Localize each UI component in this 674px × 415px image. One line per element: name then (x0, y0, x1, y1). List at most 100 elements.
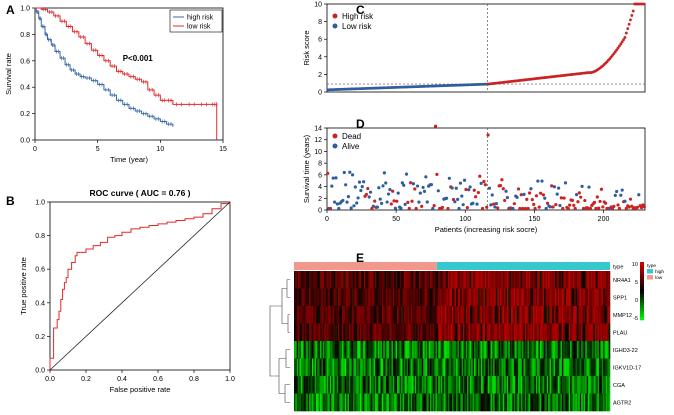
heatmap-cell (601, 306, 604, 324)
heatmap-cell (361, 376, 363, 394)
heatmap-cell (322, 271, 325, 289)
heatmap-cell (309, 306, 311, 324)
heatmap-cell (299, 306, 302, 324)
heatmap-cell (406, 306, 409, 324)
heatmap-cell (397, 306, 399, 324)
heatmap-cell (604, 271, 607, 289)
heatmap-cell (460, 323, 462, 342)
heatmap-cell (410, 358, 413, 377)
heatmap-cell (597, 376, 600, 394)
heatmap-cell (391, 288, 394, 307)
heatmap-cell (432, 323, 435, 342)
heatmap-cell (592, 393, 594, 412)
heatmap-cell (564, 376, 567, 394)
heatmap-cell (317, 288, 320, 307)
heatmap-cell (530, 271, 532, 289)
heatmap-cell (354, 288, 357, 307)
heatmap-cell (452, 376, 454, 394)
heatmap-cell (464, 341, 467, 359)
heatmap-cell (594, 376, 597, 394)
heatmap-cell (322, 323, 325, 342)
heatmap-cell (482, 306, 484, 324)
heatmap-cell (413, 306, 416, 324)
heatmap-cell (420, 306, 423, 324)
heatmap-cell (397, 288, 399, 307)
heatmap-cell (608, 306, 611, 324)
status-point-alive (487, 186, 492, 190)
heatmap-cell (394, 323, 396, 342)
heatmap-cell (575, 323, 578, 342)
heatmap-cell (427, 376, 429, 394)
heatmap-cell (522, 323, 524, 342)
heatmap-cell (472, 323, 475, 342)
heatmap-cell (443, 271, 446, 289)
heatmap-cell (520, 271, 523, 289)
heatmap-cell (298, 376, 300, 394)
heatmap-cell (467, 376, 469, 394)
risk-point (626, 27, 630, 31)
heatmap-cell (402, 306, 405, 324)
heatmap-cell (366, 306, 369, 324)
heatmap-cell (560, 288, 563, 307)
heatmap-cell (581, 358, 583, 377)
heatmap-cell (387, 288, 390, 307)
status-point-dead (561, 206, 565, 211)
status-point-dead (599, 187, 604, 191)
heatmap-cell (406, 341, 409, 359)
heatmap-cell (321, 341, 324, 359)
heatmap-cell (494, 288, 497, 307)
heatmap-cell (434, 306, 436, 324)
heatmap-cell (441, 288, 443, 307)
heatmap-cell (538, 341, 541, 359)
heatmap-cell (588, 341, 590, 359)
heatmap-cell (570, 323, 572, 342)
heatmap-cell (432, 358, 435, 377)
km-y-tick-label: 0.6 (20, 58, 30, 65)
heatmap-cell (517, 288, 520, 307)
heatmap-cell (476, 358, 479, 377)
risk-y-tick-label: 2 (318, 72, 322, 79)
heatmap-cell (332, 358, 335, 377)
heatmap-cell (483, 306, 486, 324)
heatmap-cell (539, 271, 542, 289)
heatmap-cell (428, 376, 431, 394)
heatmap-cell (476, 271, 479, 289)
heatmap-cell (329, 271, 332, 289)
heatmap-cell (549, 358, 552, 377)
heatmap-cell (434, 271, 436, 289)
heatmap-cell (304, 323, 307, 342)
heatmap-cell (343, 271, 346, 289)
heatmap-cell (386, 271, 388, 289)
heatmap-cell (392, 393, 395, 412)
heatmap-cell (405, 306, 407, 324)
heatmap-cell (520, 288, 523, 307)
heatmap-cell (541, 271, 543, 289)
heatmap-cell (471, 323, 473, 342)
heatmap-cell (552, 271, 554, 289)
heatmap-cell (464, 288, 467, 307)
heatmap-cell (546, 288, 549, 307)
heatmap-cell (383, 306, 385, 324)
status-point-dead (559, 196, 563, 200)
heatmap-cell (460, 271, 462, 289)
heatmap-cell (534, 306, 537, 324)
heatmap-cell (482, 358, 484, 377)
heatmap-cell (332, 393, 335, 412)
heatmap-cell (406, 358, 409, 377)
heatmap-cell (531, 376, 534, 394)
heatmap-cell (408, 376, 410, 394)
heatmap-cell (461, 376, 464, 394)
heatmap-cell (390, 323, 392, 342)
heatmap-cell (553, 393, 556, 412)
heatmap-cell (430, 358, 432, 377)
heatmap-cell (443, 306, 446, 324)
heatmap-cell (605, 376, 608, 394)
heatmap-cell (442, 306, 445, 324)
heatmap-cell (311, 393, 314, 412)
heatmap-cell (471, 288, 473, 307)
heatmap-cell (325, 393, 328, 412)
heatmap-cell (545, 358, 548, 377)
heatmap-cell (369, 376, 372, 394)
heatmap-cell (561, 271, 564, 289)
heatmap-cell (438, 306, 440, 324)
